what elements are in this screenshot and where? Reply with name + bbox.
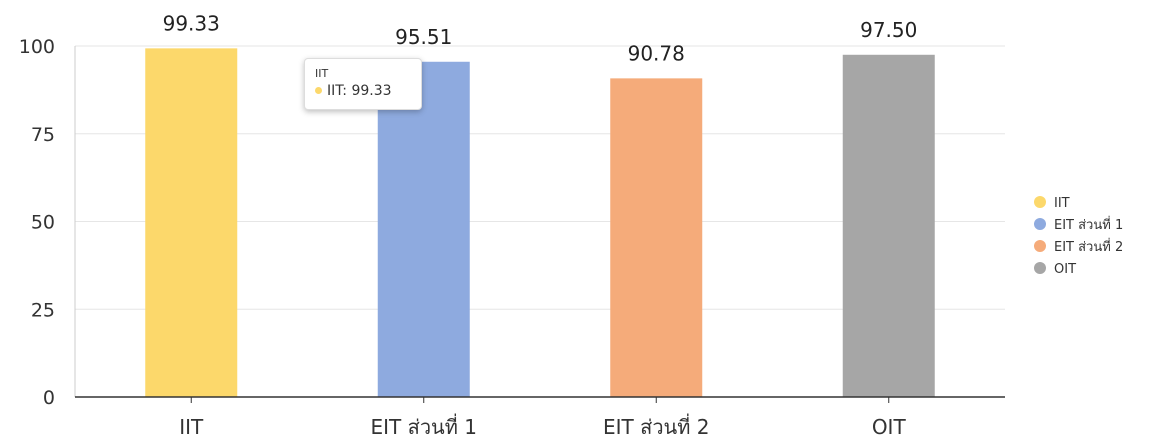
data-labels: 99.33 95.51 90.78 97.50 [163,11,918,65]
legend-label[interactable]: OIT [1054,262,1076,277]
legend-marker [1034,218,1046,230]
x-tick-label: EIT ส่วนที่ 2 [603,413,709,439]
legend-marker [1034,196,1046,208]
x-axis: IIT EIT ส่วนที่ 1 EIT ส่วนที่ 2 OIT [75,396,1005,439]
x-tick-label: IIT [179,415,204,439]
tooltip-value: IIT: 99.33 [327,83,392,99]
bar[interactable] [610,78,703,398]
y-tick-label: 25 [31,299,55,321]
y-axis: 0 25 50 75 100 [19,36,76,409]
x-tick-label: EIT ส่วนที่ 1 [371,413,477,439]
tooltip-series-dot [315,86,322,94]
y-tick-label: 0 [43,387,55,409]
legend-label[interactable]: EIT ส่วนที่ 2 [1054,238,1123,255]
tooltip-row: IIT: 99.33 [315,81,411,101]
bar[interactable] [145,48,238,398]
tooltip-title: IIT [315,67,329,80]
data-label: 97.50 [860,18,917,42]
legend-marker [1034,240,1046,252]
legend: IIT EIT ส่วนที่ 1 EIT ส่วนที่ 2 OIT [1034,196,1123,277]
tooltip: IIT IIT: 99.33 [304,58,422,110]
bar[interactable] [377,61,470,398]
data-label: 99.33 [163,11,220,35]
data-label: 95.51 [395,25,452,49]
data-label: 90.78 [628,41,685,65]
legend-marker [1034,262,1046,274]
y-tick-label: 75 [31,124,55,146]
y-tick-label: 100 [19,36,55,58]
bars [145,48,935,398]
x-tick-label: OIT [872,415,907,439]
legend-label[interactable]: EIT ส่วนที่ 1 [1054,216,1123,233]
bar[interactable] [842,54,935,398]
legend-label[interactable]: IIT [1054,196,1070,211]
y-tick-label: 50 [31,212,55,234]
